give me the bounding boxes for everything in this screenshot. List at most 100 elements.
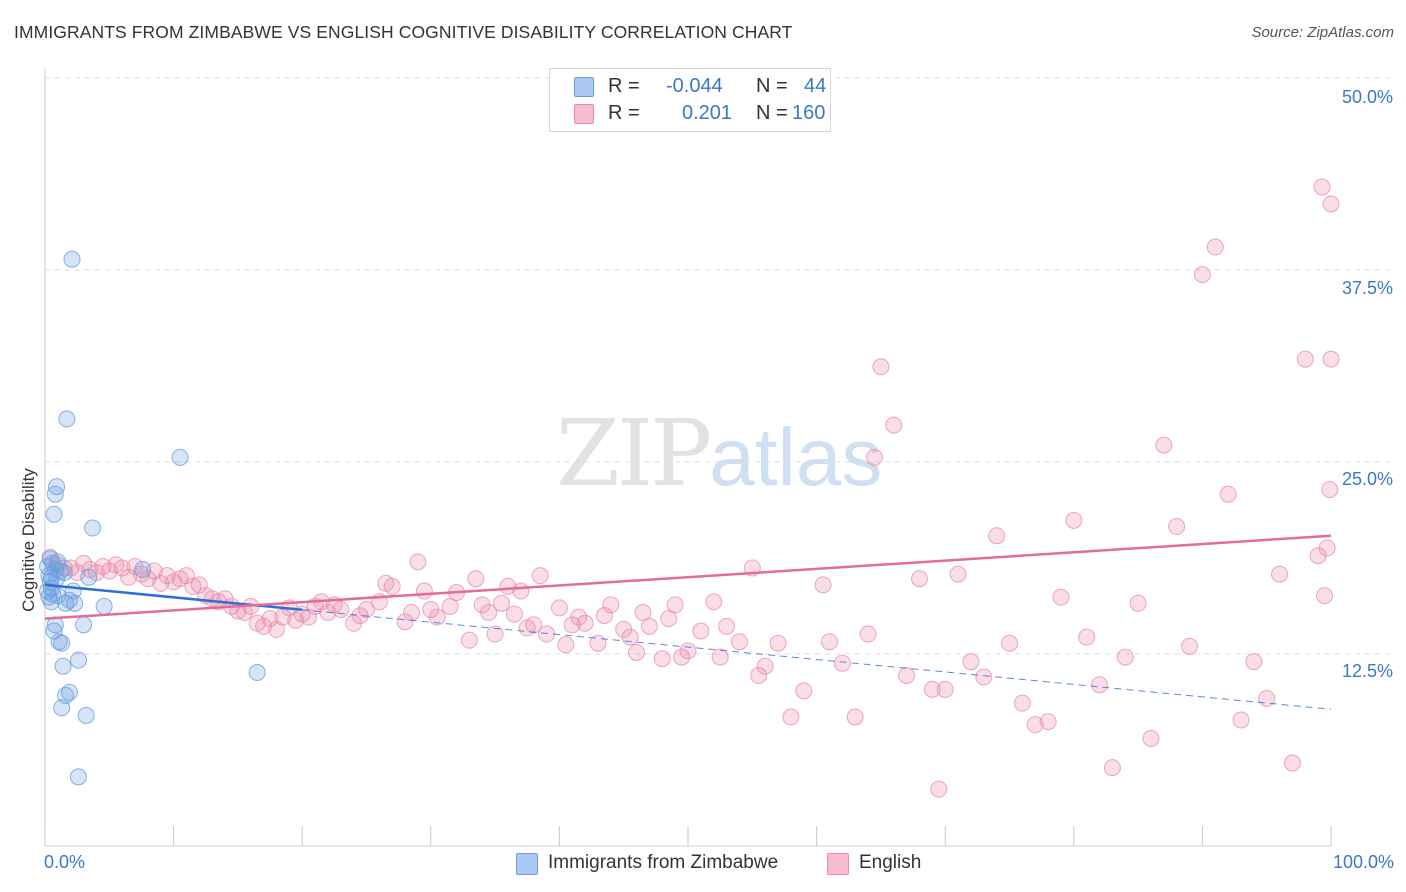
english-point (673, 648, 691, 666)
english-point (1219, 485, 1237, 503)
english-point (653, 650, 671, 668)
english-point (460, 631, 478, 649)
chart-source: Source: ZipAtlas.com (1251, 24, 1394, 41)
english-point (1322, 350, 1340, 368)
bottom-legend-swatch-zimbabwe (516, 853, 538, 875)
english-point (1052, 588, 1070, 606)
zimbabwe-point (66, 594, 84, 612)
y-tick-label: 12.5% (1341, 661, 1393, 681)
legend-r-label: R = (608, 102, 640, 124)
english-point (177, 567, 195, 585)
watermark: ZIPatlas (556, 408, 882, 500)
english-point (351, 607, 369, 625)
english-point (120, 568, 138, 586)
english-point (1065, 511, 1083, 529)
axes (44, 68, 1332, 847)
english-point (923, 680, 941, 698)
english-point (1258, 690, 1276, 708)
english-point (910, 570, 928, 588)
zimbabwe-point (248, 663, 266, 681)
english-point (415, 582, 433, 600)
english-point (936, 680, 954, 698)
x-tick-label: 100.0% (1332, 852, 1394, 872)
english-point (525, 616, 543, 634)
zimbabwe-point (95, 597, 113, 615)
zimbabwe-point (63, 250, 81, 268)
english-point (1193, 266, 1211, 284)
english-point (1232, 711, 1250, 729)
english-point (396, 613, 414, 631)
zimbabwe-point (53, 699, 71, 717)
zimbabwe-point (75, 616, 93, 634)
zimbabwe-point (42, 568, 60, 586)
zimbabwe-point (45, 622, 63, 640)
english-point (865, 448, 883, 466)
english-point (184, 577, 202, 595)
zimbabwe-point (69, 651, 87, 669)
english-point (1026, 716, 1044, 734)
english-point (512, 582, 530, 600)
english-points (41, 178, 1340, 798)
bottom-legend-label: English (859, 852, 922, 873)
english-point (1206, 238, 1224, 256)
legend-r-label: R = (608, 75, 640, 97)
english-point (383, 577, 401, 595)
english-point (358, 600, 375, 618)
watermark-atlas: atlas (709, 412, 883, 503)
bottom-legend-swatch-english (827, 853, 849, 875)
english-point (1313, 178, 1331, 196)
legend: R = -0.044 N = 44 R = 0.201 N = 160 (549, 68, 831, 132)
english-point (595, 607, 613, 625)
english-point (1283, 754, 1301, 772)
english-point (1316, 587, 1334, 605)
english-point (711, 648, 729, 666)
zimbabwe-point (134, 561, 152, 579)
english-point (666, 596, 684, 614)
english-point (795, 682, 813, 700)
english-point (158, 567, 176, 585)
english-point (403, 604, 421, 622)
legend-swatch-zimbabwe (574, 77, 594, 97)
bottom-legend-label: Immigrants from Zimbabwe (548, 852, 779, 873)
english-point (1245, 653, 1263, 671)
zimbabwe-point (77, 706, 95, 724)
english-point (576, 614, 594, 632)
chart-title: IMMIGRANTS FROM ZIMBABWE VS ENGLISH COGN… (14, 22, 793, 42)
english-point (538, 625, 556, 643)
english-point (846, 708, 864, 726)
english-point (949, 565, 967, 583)
english-point (1013, 694, 1031, 712)
zimbabwe-point (60, 683, 78, 701)
legend-n-value: 160 (792, 102, 826, 124)
english-point (692, 622, 710, 640)
x-tick-label: 0.0% (44, 852, 86, 872)
english-point (441, 597, 459, 615)
legend-n-value: 44 (804, 75, 827, 97)
english-point (769, 634, 787, 652)
trend-lines (44, 534, 1332, 710)
english-point (1322, 195, 1340, 213)
english-point (962, 653, 980, 671)
english-point (602, 596, 620, 614)
english-point (480, 604, 498, 622)
english-point (505, 605, 523, 623)
english-point (428, 608, 446, 626)
english-point (1129, 594, 1147, 612)
zimbabwe-point (171, 448, 189, 466)
english-point (190, 576, 208, 594)
english-point (493, 594, 511, 612)
english-point (820, 633, 838, 651)
english-point (628, 643, 646, 661)
english-point (814, 576, 832, 594)
zimbabwe-point (39, 582, 57, 600)
zimbabwe-point (46, 485, 64, 503)
english-point (1103, 759, 1121, 777)
zimbabwe-point (84, 519, 102, 537)
english-point (1039, 713, 1057, 731)
y-tick-label: 37.5% (1341, 278, 1393, 298)
english-point (1181, 637, 1199, 655)
zimbabwe-point (45, 505, 63, 523)
legend-r-value: 0.201 (682, 102, 733, 124)
english-point (872, 358, 890, 376)
